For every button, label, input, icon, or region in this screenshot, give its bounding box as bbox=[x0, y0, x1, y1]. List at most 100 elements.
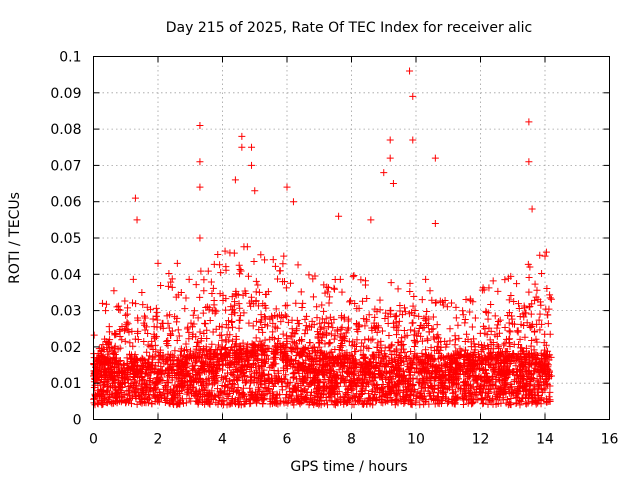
data-point bbox=[492, 400, 500, 408]
data-point bbox=[365, 345, 373, 353]
data-point bbox=[452, 314, 460, 322]
data-point bbox=[327, 366, 335, 374]
data-point bbox=[249, 361, 257, 369]
data-point bbox=[496, 316, 504, 324]
data-point bbox=[152, 312, 160, 320]
data-point bbox=[124, 376, 132, 384]
data-point bbox=[228, 293, 236, 301]
data-point bbox=[478, 395, 486, 403]
data-point bbox=[327, 330, 335, 338]
data-point bbox=[359, 400, 367, 408]
data-point bbox=[446, 325, 454, 333]
data-point bbox=[273, 343, 281, 351]
data-point bbox=[101, 395, 109, 403]
data-point bbox=[250, 346, 258, 354]
data-point bbox=[340, 313, 348, 321]
data-point bbox=[228, 318, 236, 326]
data-point bbox=[122, 397, 130, 405]
data-point bbox=[413, 352, 421, 360]
data-point bbox=[389, 319, 397, 327]
data-point bbox=[362, 315, 370, 323]
data-point bbox=[526, 263, 534, 271]
data-point bbox=[424, 354, 432, 362]
data-point bbox=[381, 344, 389, 352]
data-point bbox=[471, 343, 479, 351]
data-point bbox=[397, 397, 405, 405]
data-point bbox=[111, 358, 119, 366]
data-point bbox=[361, 375, 369, 383]
data-point bbox=[494, 351, 502, 359]
data-point bbox=[185, 335, 193, 343]
data-point bbox=[392, 372, 400, 380]
data-point bbox=[152, 362, 160, 370]
data-point bbox=[381, 315, 389, 323]
data-point bbox=[488, 381, 496, 389]
data-point bbox=[460, 359, 468, 367]
data-point bbox=[116, 306, 124, 314]
data-point bbox=[246, 354, 254, 362]
data-point bbox=[188, 323, 196, 331]
data-point bbox=[222, 338, 230, 346]
data-point bbox=[489, 395, 497, 403]
data-point bbox=[163, 397, 171, 405]
data-point bbox=[242, 349, 250, 357]
data-point bbox=[145, 362, 153, 370]
data-point bbox=[502, 367, 510, 375]
data-point bbox=[280, 398, 288, 406]
data-point bbox=[306, 339, 314, 347]
data-point bbox=[343, 326, 351, 334]
data-point bbox=[133, 366, 141, 374]
data-point bbox=[262, 346, 270, 354]
data-point bbox=[121, 337, 129, 345]
data-point bbox=[196, 364, 204, 372]
data-point bbox=[355, 323, 363, 331]
data-point bbox=[187, 347, 195, 355]
data-point bbox=[363, 295, 371, 303]
data-point bbox=[409, 381, 417, 389]
data-point bbox=[431, 299, 439, 307]
y-tick-label: 0.05 bbox=[50, 231, 81, 247]
data-point bbox=[477, 355, 485, 363]
data-point bbox=[538, 320, 546, 328]
data-point bbox=[303, 312, 311, 320]
data-point bbox=[238, 391, 246, 399]
data-point bbox=[178, 395, 186, 403]
data-point bbox=[94, 367, 102, 375]
data-point bbox=[129, 383, 137, 391]
data-point bbox=[431, 373, 439, 381]
data-point-peak bbox=[289, 198, 297, 206]
data-point bbox=[137, 356, 145, 364]
data-point bbox=[266, 400, 274, 408]
data-point bbox=[494, 287, 502, 295]
data-point bbox=[115, 360, 123, 368]
data-point bbox=[126, 339, 134, 347]
data-point bbox=[203, 350, 211, 358]
data-point bbox=[532, 335, 540, 343]
data-point bbox=[142, 323, 150, 331]
data-point bbox=[459, 311, 467, 319]
data-point bbox=[443, 361, 451, 369]
data-point bbox=[242, 379, 250, 387]
data-point bbox=[187, 319, 195, 327]
data-point bbox=[297, 391, 305, 399]
data-point bbox=[536, 326, 544, 334]
data-point bbox=[118, 336, 126, 344]
data-point bbox=[388, 341, 396, 349]
data-point bbox=[282, 284, 290, 292]
data-point bbox=[405, 371, 413, 379]
data-point bbox=[294, 261, 302, 269]
data-point bbox=[456, 345, 464, 353]
data-point bbox=[353, 336, 361, 344]
data-point bbox=[421, 316, 429, 324]
data-point-peak bbox=[196, 158, 204, 166]
data-point bbox=[193, 398, 201, 406]
data-point bbox=[144, 341, 152, 349]
data-point bbox=[503, 374, 511, 382]
data-point bbox=[165, 270, 173, 278]
data-point bbox=[422, 275, 430, 283]
data-point bbox=[94, 400, 102, 408]
data-point bbox=[174, 363, 182, 371]
data-point bbox=[535, 316, 543, 324]
data-point bbox=[149, 355, 157, 363]
data-point bbox=[157, 282, 165, 290]
